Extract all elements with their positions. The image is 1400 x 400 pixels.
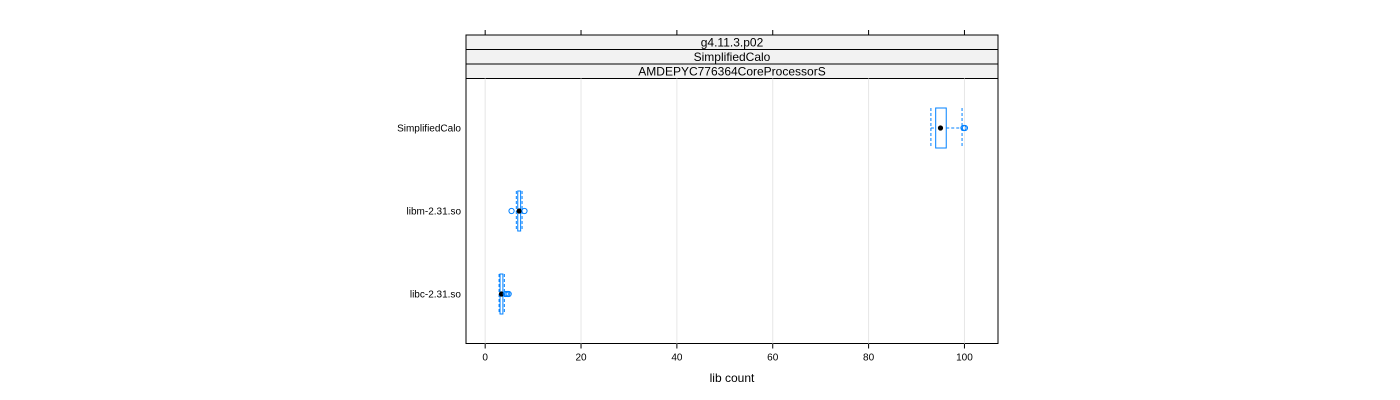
boxes-layer xyxy=(498,107,969,315)
outlier-point xyxy=(961,124,969,132)
x-tick-label: 100 xyxy=(956,353,973,364)
median-dot xyxy=(937,125,944,131)
outlier-point xyxy=(508,207,515,215)
plot-panel xyxy=(465,78,999,344)
strip-group: g4.11.3.p02 SimplifiedCalo AMDEPYC776364… xyxy=(465,34,999,79)
ticks-layer: 0 20 40 60 80 100 xyxy=(482,30,973,364)
strip-label: AMDEPYC776364CoreProcessorS xyxy=(638,65,825,79)
x-tick-label: 80 xyxy=(863,353,875,364)
strip-label: SimplifiedCalo xyxy=(694,50,771,64)
outlier-point xyxy=(521,207,528,215)
x-tick-label: 60 xyxy=(767,353,779,364)
median-dot xyxy=(498,291,505,297)
x-axis-title: lib count xyxy=(710,371,755,385)
category-label: SimplifiedCalo xyxy=(397,124,461,135)
x-tick-label: 0 xyxy=(482,353,488,364)
category-labels: SimplifiedCalo libm-2.31.so libc-2.31.so xyxy=(397,124,461,301)
x-tick-label: 40 xyxy=(671,353,683,364)
box xyxy=(935,107,947,149)
strip-label: g4.11.3.p02 xyxy=(701,36,764,50)
category-label: libc-2.31.so xyxy=(410,290,462,301)
outlier-point xyxy=(505,290,512,298)
median-dot xyxy=(516,208,522,214)
grid-layer xyxy=(484,78,965,344)
category-label: libm-2.31.so xyxy=(407,207,462,218)
x-tick-label: 20 xyxy=(575,353,587,364)
